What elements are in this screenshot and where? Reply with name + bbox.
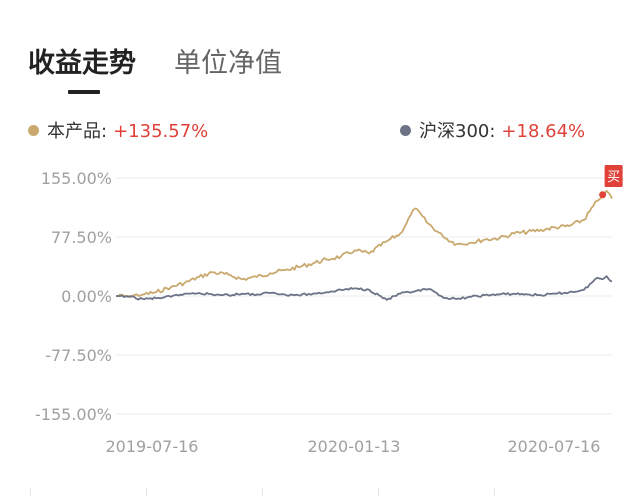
index-legend-dot-icon (400, 125, 411, 136)
tab-active-indicator (68, 90, 100, 94)
buy-marker-flag (604, 165, 623, 187)
x-tick-label: 2020-07-16 (508, 437, 601, 456)
index-series-line (116, 275, 613, 301)
y-tick-label: 77.50% (51, 228, 112, 247)
tab-unit-nav[interactable]: 单位净值 (174, 48, 282, 79)
product-legend-value: +135.57% (113, 121, 209, 142)
tab-return-trend[interactable]: 收益走势 (28, 48, 136, 79)
legend-item-index: 沪深300: +18.64% (400, 120, 585, 144)
buy-marker-dot (599, 191, 607, 199)
bottom-divider-strip (0, 482, 640, 496)
index-legend-name: 沪深300: (419, 121, 496, 142)
y-tick-label: -155.00% (35, 405, 112, 424)
y-tick-label: -77.50% (45, 346, 112, 365)
return-chart[interactable]: 155.00% 77.50% 0.00% -77.50% -155.00% 2019-07… (0, 0, 640, 470)
index-legend-value: +18.64% (501, 121, 586, 142)
product-series-line (115, 190, 613, 299)
y-tick-label: 0.00% (61, 287, 112, 306)
buy-marker-label: 买 (607, 170, 620, 185)
product-legend-dot-icon (28, 125, 39, 136)
x-tick-label: 2020-01-13 (308, 437, 401, 456)
x-tick-label: 2019-07-16 (106, 437, 199, 456)
product-legend-name: 本产品: (47, 121, 108, 142)
legend-item-product: 本产品: +135.57% (28, 120, 208, 144)
y-tick-label: 155.00% (41, 169, 112, 188)
